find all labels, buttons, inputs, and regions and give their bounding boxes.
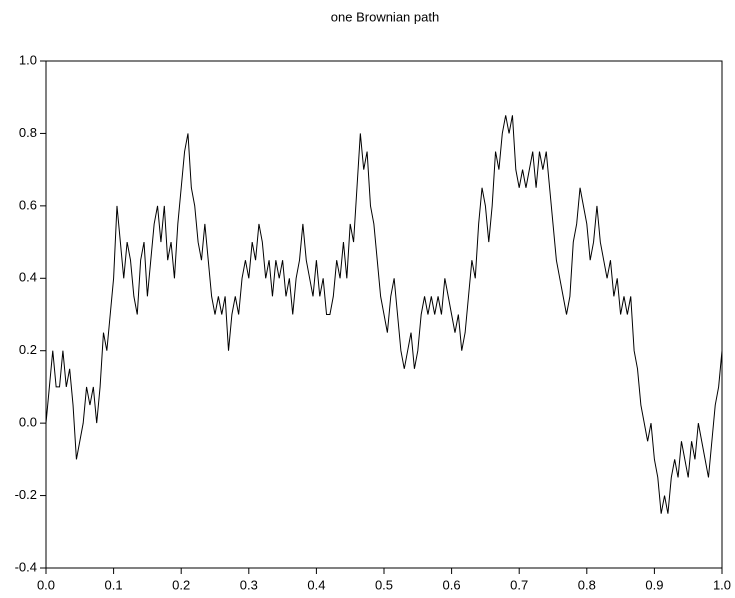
- x-tick-label: 0.3: [240, 577, 258, 592]
- y-tick-label: 1.0: [19, 52, 37, 67]
- y-tick-label: -0.2: [15, 487, 37, 502]
- y-tick-label: 0.2: [19, 342, 37, 357]
- x-tick-label: 0.0: [37, 577, 55, 592]
- chart-title: one Brownian path: [331, 9, 439, 24]
- x-tick-label: 0.2: [172, 577, 190, 592]
- x-tick-label: 0.8: [578, 577, 596, 592]
- y-tick-label: 0.8: [19, 125, 37, 140]
- x-tick-label: 0.9: [645, 577, 663, 592]
- x-tick-label: 0.6: [443, 577, 461, 592]
- y-tick-label: 0.6: [19, 197, 37, 212]
- x-tick-label: 0.7: [510, 577, 528, 592]
- y-tick-label: 0.0: [19, 415, 37, 430]
- x-tick-label: 0.4: [307, 577, 325, 592]
- y-tick-label: -0.4: [15, 559, 37, 574]
- x-tick-label: 0.1: [105, 577, 123, 592]
- x-tick-label: 1.0: [713, 577, 731, 592]
- x-tick-label: 0.5: [375, 577, 393, 592]
- y-tick-label: 0.4: [19, 270, 37, 285]
- data-line: [45, 115, 723, 514]
